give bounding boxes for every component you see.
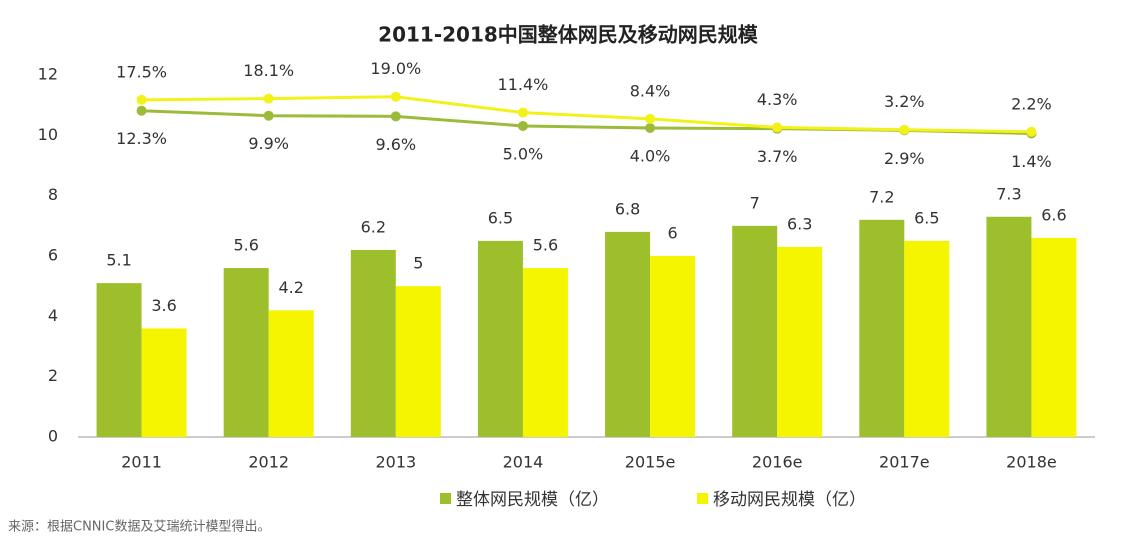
line-value-label: 17.5%: [116, 62, 167, 81]
line-value-label: 12.3%: [116, 129, 167, 148]
line-value-label: 2.2%: [1011, 94, 1052, 113]
line-point: [772, 122, 783, 133]
bar: [522, 268, 568, 437]
legend-swatch: [440, 493, 451, 504]
bar-value-label: 6.5: [488, 208, 513, 227]
line-value-label: 5.0%: [503, 144, 544, 163]
chart-title: 2011-2018中国整体网民及移动网民规模: [378, 23, 759, 47]
bar: [605, 231, 651, 437]
x-tick-label: 2013: [375, 453, 416, 472]
bar-value-label: 5.1: [106, 251, 131, 270]
y-tick-label: 10: [38, 125, 58, 144]
x-tick-label: 2015e: [625, 453, 676, 472]
x-tick-label: 2016e: [752, 453, 803, 472]
line-point: [899, 124, 910, 135]
line-value-label: 4.3%: [757, 90, 798, 109]
bar-value-label: 6.3: [787, 214, 812, 233]
line: [141, 95, 1032, 134]
bar-value-label: 6.5: [914, 208, 939, 227]
bar: [1031, 237, 1077, 437]
bar: [350, 249, 396, 437]
bar-value-label: 7.2: [869, 187, 894, 206]
y-tick-label: 2: [48, 366, 58, 385]
bar: [268, 310, 314, 437]
bar-value-label: 5.6: [233, 236, 258, 255]
legend-swatch: [697, 493, 708, 504]
bar-value-label: 7: [750, 193, 760, 212]
bar-value-label: 5: [413, 254, 423, 273]
line-point: [1026, 126, 1037, 137]
bar-value-label: 4.2: [278, 278, 303, 297]
bar: [650, 256, 696, 437]
bar: [859, 219, 905, 437]
line-point: [263, 93, 274, 104]
bar-value-label: 3.6: [151, 296, 176, 315]
line-point: [136, 94, 147, 105]
bar-value-label: 6: [667, 224, 677, 243]
bar: [96, 283, 142, 437]
legend-label: 移动网民规模（亿）: [713, 490, 866, 510]
bar-value-label: 6.2: [361, 217, 386, 236]
bar: [777, 246, 823, 437]
line-value-label: 3.2%: [884, 92, 925, 111]
line-value-label: 1.4%: [1011, 152, 1052, 171]
line-point: [517, 107, 528, 118]
line-point: [645, 113, 656, 124]
x-tick-label: 2011: [121, 453, 162, 472]
y-tick-label: 4: [48, 306, 58, 325]
y-tick-label: 8: [48, 185, 58, 204]
line-value-label: 9.6%: [375, 135, 416, 154]
line-value-label: 19.0%: [370, 59, 421, 78]
bar: [395, 286, 441, 437]
line-point: [517, 120, 528, 131]
legend-label: 整体网民规模（亿）: [456, 490, 609, 510]
line-point: [390, 111, 401, 122]
y-tick-label: 6: [48, 246, 58, 265]
line-point: [645, 123, 656, 134]
bar-value-label: 6.6: [1041, 205, 1066, 224]
y-tick-label: 12: [38, 65, 58, 84]
bar: [732, 225, 778, 437]
line-value-label: 4.0%: [630, 147, 671, 166]
bar-value-label: 7.3: [996, 184, 1021, 203]
line-value-label: 9.9%: [248, 134, 289, 153]
source-note: 来源：根据CNNIC数据及艾瑞统计模型得出。: [8, 519, 270, 535]
bar: [223, 268, 269, 437]
bar-value-label: 6.8: [615, 199, 640, 218]
x-tick-label: 2018e: [1006, 453, 1057, 472]
bar-value-label: 5.6: [533, 236, 558, 255]
x-tick-label: 2017e: [879, 453, 930, 472]
line-value-label: 18.1%: [243, 61, 294, 80]
line-value-label: 11.4%: [498, 75, 549, 94]
x-tick-label: 2012: [248, 453, 289, 472]
bar: [904, 240, 950, 437]
line-point: [390, 91, 401, 102]
x-tick-label: 2014: [503, 453, 544, 472]
line-point: [263, 110, 274, 121]
bar: [141, 328, 187, 437]
y-tick-label: 0: [48, 427, 58, 446]
bar: [477, 240, 523, 437]
bar: [986, 216, 1032, 437]
line-point: [136, 105, 147, 116]
line-value-label: 3.7%: [757, 147, 798, 166]
line-value-label: 8.4%: [630, 81, 671, 100]
line-value-label: 2.9%: [884, 149, 925, 168]
